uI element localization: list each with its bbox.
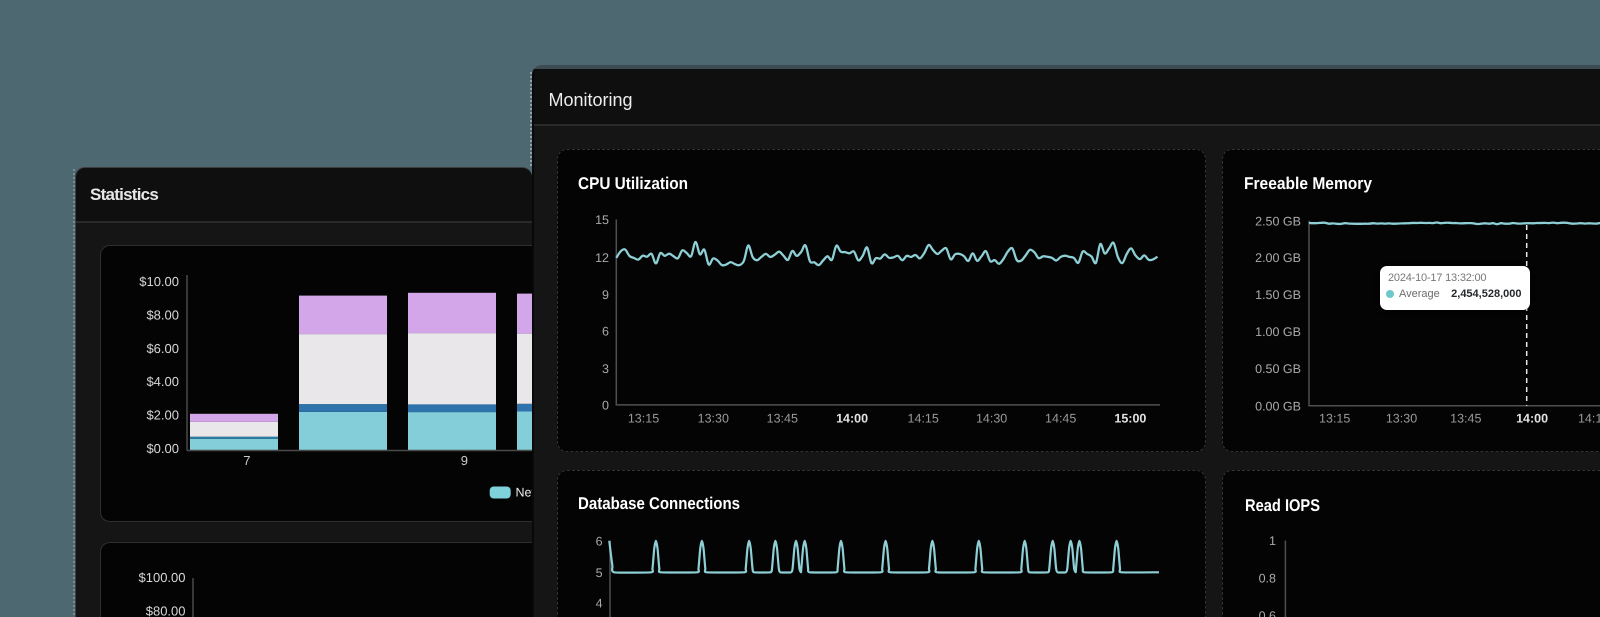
svg-text:6: 6: [602, 325, 609, 339]
svg-text:$4.00: $4.00: [146, 374, 179, 389]
svg-text:Network: Network: [516, 486, 533, 500]
svg-text:0.8: 0.8: [1259, 572, 1276, 586]
svg-text:13:30: 13:30: [1386, 412, 1417, 426]
svg-text:$80.00: $80.00: [146, 603, 186, 617]
svg-text:1.00 GB: 1.00 GB: [1255, 325, 1301, 339]
svg-text:$10.00: $10.00: [139, 274, 179, 289]
svg-text:14:45: 14:45: [1045, 412, 1076, 426]
svg-text:3: 3: [602, 362, 609, 376]
svg-text:15:00: 15:00: [1114, 412, 1146, 426]
svg-text:CPU Utilization: CPU Utilization: [578, 174, 688, 193]
svg-text:Freeable Memory: Freeable Memory: [1244, 174, 1372, 193]
svg-text:1.50 GB: 1.50 GB: [1255, 288, 1301, 302]
svg-text:0.50 GB: 0.50 GB: [1255, 362, 1301, 376]
svg-text:5: 5: [596, 566, 603, 580]
svg-text:14:15: 14:15: [1578, 412, 1600, 426]
svg-text:0: 0: [602, 398, 609, 412]
svg-text:$6.00: $6.00: [146, 341, 179, 356]
svg-text:6: 6: [596, 534, 603, 548]
svg-text:0.00 GB: 0.00 GB: [1255, 399, 1301, 413]
svg-text:14:00: 14:00: [1516, 412, 1548, 426]
svg-text:$8.00: $8.00: [146, 308, 179, 323]
svg-text:14:15: 14:15: [908, 412, 939, 426]
svg-text:14:00: 14:00: [836, 412, 868, 426]
svg-text:$100.00: $100.00: [139, 570, 186, 585]
svg-text:12: 12: [595, 251, 609, 265]
svg-text:2.50 GB: 2.50 GB: [1255, 214, 1301, 228]
svg-text:7: 7: [243, 453, 250, 468]
svg-text:14:30: 14:30: [976, 412, 1007, 426]
svg-text:13:45: 13:45: [767, 412, 798, 426]
svg-text:$2.00: $2.00: [146, 408, 179, 423]
svg-text:9: 9: [461, 453, 468, 468]
svg-text:4: 4: [596, 597, 603, 611]
svg-text:$0.00: $0.00: [146, 441, 179, 456]
svg-text:13:15: 13:15: [628, 412, 659, 426]
svg-text:Read IOPS: Read IOPS: [1245, 496, 1320, 515]
svg-text:9: 9: [602, 288, 609, 302]
svg-text:Database Connections: Database Connections: [578, 494, 740, 513]
svg-text:13:15: 13:15: [1319, 412, 1350, 426]
svg-text:2.00 GB: 2.00 GB: [1255, 251, 1301, 265]
svg-text:15: 15: [595, 213, 609, 227]
svg-text:13:45: 13:45: [1450, 412, 1481, 426]
svg-text:1: 1: [1269, 534, 1276, 548]
svg-text:13:30: 13:30: [698, 412, 729, 426]
svg-text:0.6: 0.6: [1259, 609, 1276, 617]
